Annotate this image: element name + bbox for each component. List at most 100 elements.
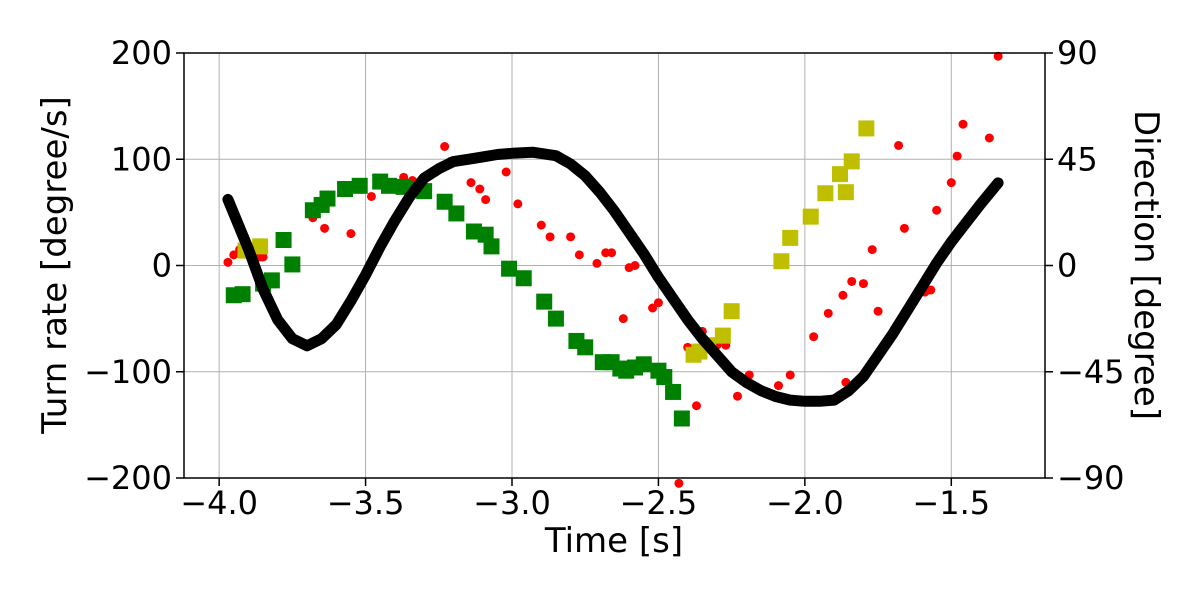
- data-point: [481, 195, 491, 205]
- plot-area: [222, 51, 1004, 488]
- data-point: [351, 177, 368, 194]
- data-point: [926, 285, 936, 295]
- data-point: [958, 119, 968, 129]
- data-point: [258, 252, 268, 262]
- x-tick-label: −1.5: [912, 484, 990, 522]
- data-point: [515, 270, 532, 287]
- y2-tick-label: −45: [1057, 353, 1125, 391]
- y-tick-label: 200: [111, 34, 172, 72]
- data-point: [782, 229, 799, 246]
- x-axis-title: Time [s]: [544, 521, 683, 561]
- data-point: [346, 229, 356, 239]
- data-point: [837, 184, 854, 201]
- data-point: [785, 370, 795, 380]
- x-tick-label: −4.0: [180, 484, 258, 522]
- data-point: [501, 260, 518, 277]
- data-point: [809, 332, 819, 342]
- data-point: [832, 166, 848, 183]
- data-point: [692, 401, 701, 411]
- y2-axis-title: Direction [degree]: [1126, 110, 1166, 420]
- data-point: [337, 181, 354, 197]
- data-point: [366, 191, 376, 201]
- data-point: [823, 308, 833, 318]
- data-point: [252, 238, 269, 255]
- data-point: [229, 250, 239, 260]
- data-point: [847, 276, 857, 286]
- axis-ticks: −4.0 −3.5 −3.0 −2.5 −2.0 −1.5 −200 −100 0 100 200 −…: [84, 34, 1124, 522]
- y-tick-label: −200: [84, 459, 172, 497]
- data-point: [802, 208, 819, 225]
- y2-tick-label: −90: [1057, 459, 1125, 497]
- grid-lines: [184, 52, 1045, 479]
- data-point: [899, 223, 909, 233]
- data-point: [843, 153, 860, 170]
- data-point: [858, 120, 875, 137]
- y-axis-title: Turn rate [degree/s]: [35, 96, 75, 435]
- x-tick-label: −3.5: [327, 484, 405, 522]
- y2-tick-label: 0: [1057, 247, 1077, 285]
- data-point: [466, 178, 476, 188]
- data-point: [536, 220, 546, 230]
- data-point: [630, 261, 640, 270]
- data-point: [319, 190, 336, 207]
- data-point: [577, 339, 594, 356]
- data-point: [648, 303, 658, 313]
- data-point: [817, 185, 834, 202]
- data-point: [501, 167, 511, 177]
- data-point: [536, 293, 553, 310]
- data-point: [653, 298, 663, 308]
- data-point: [665, 383, 682, 400]
- data-point: [607, 248, 617, 258]
- y2-tick-label: 45: [1057, 140, 1098, 178]
- data-point: [618, 314, 628, 324]
- x-tick-label: −2.0: [766, 484, 844, 522]
- data-point: [993, 51, 1003, 61]
- series-1: [225, 173, 690, 427]
- data-point: [275, 232, 292, 248]
- data-point: [984, 133, 994, 143]
- data-point: [475, 184, 485, 194]
- data-point: [592, 258, 602, 268]
- data-point: [448, 205, 465, 222]
- data-point: [263, 272, 280, 289]
- data-point: [284, 256, 301, 273]
- series-0: [223, 51, 1003, 488]
- data-point: [223, 257, 233, 267]
- data-point: [838, 290, 848, 300]
- data-point: [656, 369, 673, 386]
- data-point: [673, 410, 690, 427]
- data-point: [932, 205, 942, 215]
- data-point: [774, 381, 783, 391]
- data-point: [733, 391, 742, 401]
- data-point: [574, 250, 584, 260]
- data-point: [858, 279, 868, 289]
- data-point: [234, 286, 251, 303]
- data-point: [545, 232, 555, 242]
- data-point: [674, 478, 684, 488]
- data-point: [773, 253, 790, 270]
- data-point: [946, 178, 956, 188]
- data-point: [894, 140, 904, 150]
- data-point: [873, 306, 883, 316]
- data-point: [547, 310, 564, 327]
- data-point: [381, 177, 397, 194]
- data-point: [635, 356, 652, 373]
- data-point: [513, 199, 523, 209]
- data-point: [483, 238, 500, 255]
- y-tick-label: 100: [111, 140, 172, 178]
- x-tick-label: −3.0: [473, 484, 551, 522]
- data-point: [566, 232, 576, 242]
- data-point: [723, 303, 740, 320]
- data-point: [440, 142, 450, 151]
- data-point: [320, 223, 330, 233]
- x-tick-label: −2.5: [620, 484, 698, 522]
- series-3: [222, 146, 1004, 407]
- data-point: [952, 151, 962, 161]
- y-tick-label: −100: [84, 353, 172, 391]
- direction-line: [222, 146, 1004, 407]
- data-point: [867, 245, 877, 255]
- y-tick-label: 0: [152, 247, 172, 285]
- data-point: [714, 327, 731, 344]
- y2-tick-label: 90: [1057, 34, 1098, 72]
